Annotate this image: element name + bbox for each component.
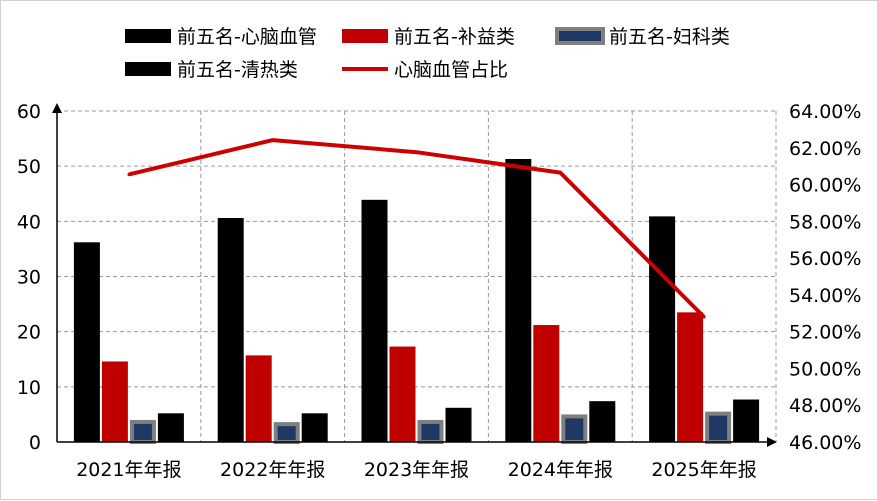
y-left-tick-3: 20 xyxy=(17,322,41,344)
legend-label-1: 前五名-心脑血管 xyxy=(177,26,317,48)
y-left-tick-7: 60 xyxy=(17,101,41,123)
bar-s4-1 xyxy=(157,413,184,442)
y-left-tick-1: 0 xyxy=(29,432,41,454)
y-axis-arrow xyxy=(52,103,62,113)
bar-s3-2 xyxy=(273,422,300,445)
bar-s4-5 xyxy=(733,399,760,442)
y-left-tick-2: 10 xyxy=(17,377,41,399)
line-point-3 xyxy=(415,150,418,154)
x-tick-5: 2025年年报 xyxy=(651,459,756,481)
y-right-tick-3: 50.00% xyxy=(789,358,861,380)
bar-s4-2 xyxy=(301,413,328,442)
y-right-tick-7: 58.00% xyxy=(789,211,861,233)
bar-s2-5 xyxy=(677,312,704,442)
y-left-tick-4: 30 xyxy=(17,267,41,289)
legend-label-3: 前五名-妇科类 xyxy=(609,26,730,48)
bar-s1-3 xyxy=(361,199,388,442)
y-right-tick-9: 62.00% xyxy=(789,138,861,160)
bar-s4-4 xyxy=(589,401,616,442)
bar-s3-3 xyxy=(417,419,444,444)
legend-label-2: 前五名-补益类 xyxy=(394,26,515,48)
bar-s3-4 xyxy=(561,414,588,444)
bar-s2-1 xyxy=(101,361,128,442)
y-right-tick-10: 64.00% xyxy=(789,101,861,123)
bar-s2-3 xyxy=(389,346,416,442)
y-right-tick-2: 48.00% xyxy=(789,395,861,417)
bar-s2-2 xyxy=(245,355,272,442)
legend-label-4: 前五名-清热类 xyxy=(177,59,298,81)
line-point-1 xyxy=(127,172,131,176)
legend-label-5: 心脑血管占比 xyxy=(394,59,508,81)
x-tick-1: 2021年年报 xyxy=(76,459,181,481)
line-point-5 xyxy=(702,315,706,319)
y-right-tick-5: 54.00% xyxy=(789,285,861,307)
y-right-tick-1: 46.00% xyxy=(789,432,861,454)
y-right-tick-8: 60.00% xyxy=(789,175,861,197)
x-axis-arrow xyxy=(767,437,777,447)
legend-swatch-4 xyxy=(125,62,171,76)
legend-swatch-1 xyxy=(125,29,171,43)
bar-s3-1 xyxy=(129,419,156,444)
y-right-tick-6: 56.00% xyxy=(789,248,861,270)
x-tick-3: 2023年年报 xyxy=(364,459,469,481)
bar-s3-5 xyxy=(705,411,732,444)
bar-s1-4 xyxy=(505,158,532,442)
bar-s1-5 xyxy=(649,216,676,442)
bar-s1-1 xyxy=(73,242,100,442)
legend-swatch-2 xyxy=(342,29,388,43)
y-left-tick-5: 40 xyxy=(17,211,41,233)
bar-s2-4 xyxy=(533,325,560,442)
x-tick-4: 2024年年报 xyxy=(508,459,613,481)
x-tick-2: 2022年年报 xyxy=(220,459,325,481)
bar-s4-3 xyxy=(445,407,472,442)
legend-swatch-3 xyxy=(555,27,605,45)
y-right-tick-4: 52.00% xyxy=(789,322,861,344)
y-left-tick-6: 50 xyxy=(17,156,41,178)
line-point-4 xyxy=(558,171,562,175)
bar-s1-2 xyxy=(217,218,244,442)
line-point-2 xyxy=(271,138,275,142)
